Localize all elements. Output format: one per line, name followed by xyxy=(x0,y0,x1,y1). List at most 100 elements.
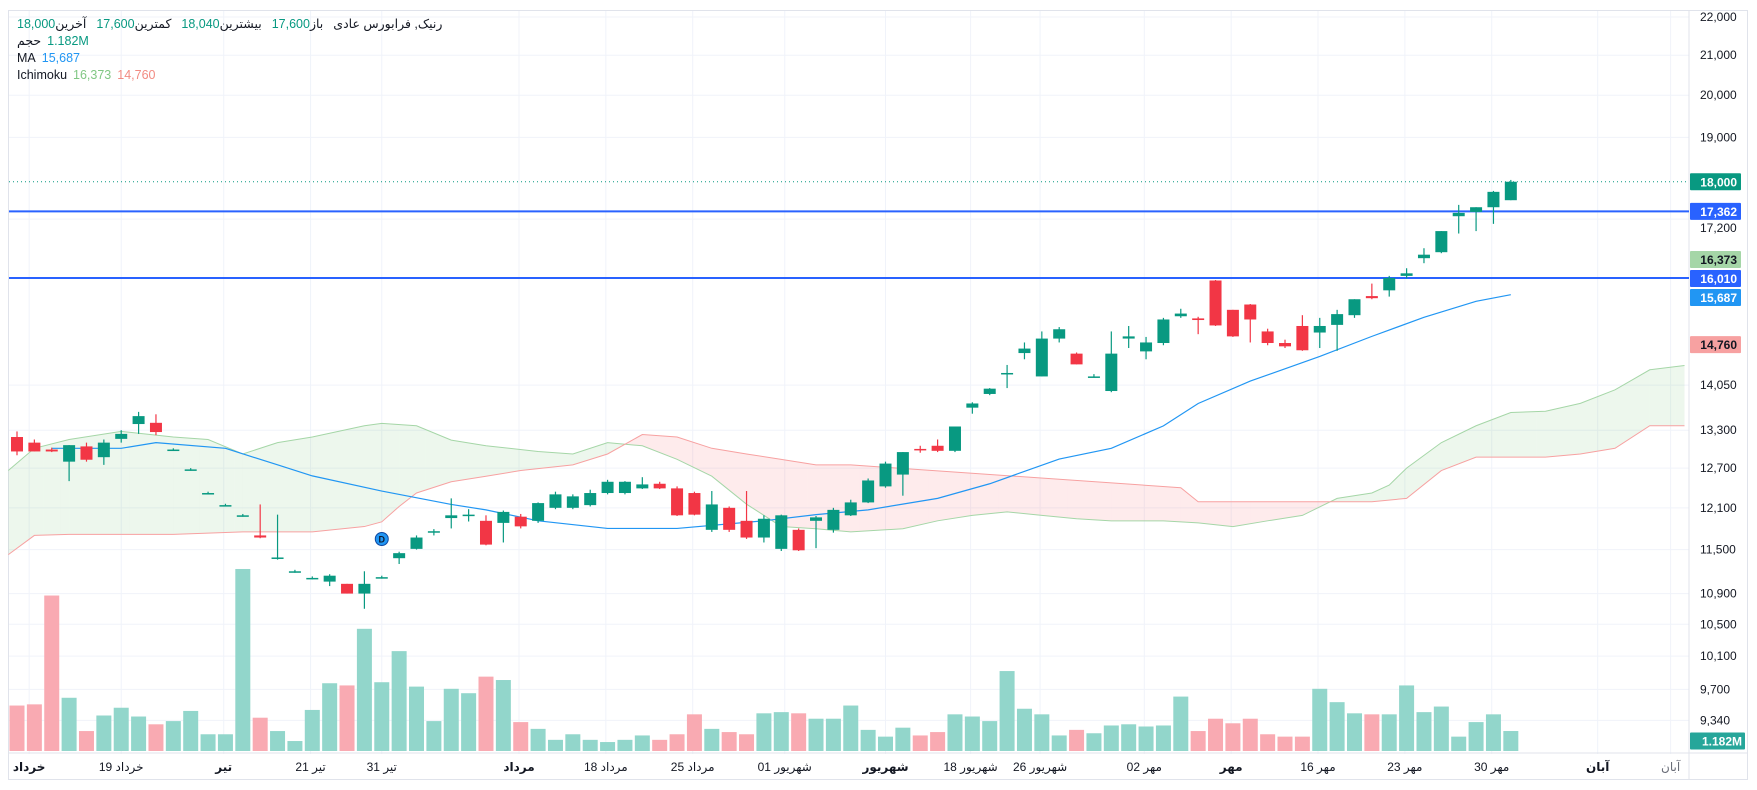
ichimoku-cloud-segment xyxy=(1041,478,1051,517)
ichimoku-cloud-segment xyxy=(303,437,313,532)
candle-body xyxy=(132,416,145,425)
ichimoku-cloud-segment xyxy=(746,453,756,510)
candle-body xyxy=(1053,329,1066,339)
volume-bar xyxy=(148,724,164,751)
ichimoku-cloud-segment xyxy=(225,446,235,533)
candle-body xyxy=(1157,319,1170,344)
time-axis-label: 26 شهریور xyxy=(1013,760,1067,775)
ichimoku-cloud-segment xyxy=(25,448,35,542)
ichimoku-cloud-segment xyxy=(981,473,990,515)
ichimoku-cloud-segment xyxy=(121,431,130,535)
volume-bar xyxy=(1121,724,1137,751)
candle-body xyxy=(653,483,666,489)
ichimoku-cloud-segment xyxy=(1667,366,1676,426)
volume-bar xyxy=(1190,731,1206,751)
volume-bar xyxy=(1173,696,1189,751)
volume-legend[interactable]: حجم 1.182M xyxy=(17,33,442,50)
ichimoku-legend[interactable]: Ichimoku 16,373 14,760 xyxy=(17,67,442,84)
price-label-bg xyxy=(1690,289,1741,307)
candle-body xyxy=(705,504,718,530)
ichimoku-cloud-segment xyxy=(668,436,678,460)
candle-body xyxy=(827,509,840,530)
price-label: 16,373 xyxy=(1700,253,1737,267)
ichimoku-cloud-segment xyxy=(1154,485,1164,521)
ichimoku-cloud-segment xyxy=(364,424,374,527)
ma-legend[interactable]: MA 15,687 xyxy=(17,50,442,67)
time-axis-label: 16 مهر xyxy=(1300,760,1335,775)
price-tick-label: 9,340 xyxy=(1700,713,1730,727)
candle-body xyxy=(1035,338,1048,377)
candle-body xyxy=(97,442,110,458)
ichimoku-cloud-segment xyxy=(946,471,955,520)
price-label-bg xyxy=(1690,202,1741,220)
candle-body xyxy=(671,488,684,516)
ichimoku-cloud-segment xyxy=(633,434,643,446)
ichimoku-cloud-segment xyxy=(1432,442,1442,478)
volume-bar xyxy=(113,707,129,751)
volume-bar xyxy=(912,735,928,751)
price-label-bg xyxy=(1690,251,1741,269)
ichimoku-cloud-segment xyxy=(1354,494,1364,502)
volume-bar xyxy=(600,742,616,751)
candle-body xyxy=(844,502,857,516)
candle-body xyxy=(254,535,267,538)
ichimoku-cloud-segment xyxy=(164,436,174,535)
volume-bar xyxy=(1329,702,1345,751)
ichimoku-cloud-segment xyxy=(1658,367,1668,426)
ichimoku-cloud-segment xyxy=(1397,468,1407,500)
volume-bar xyxy=(704,728,720,751)
volume-label: حجم xyxy=(17,34,42,48)
ichimoku-cloud-segment xyxy=(1380,485,1390,501)
candle-body xyxy=(584,493,597,506)
volume-bar xyxy=(739,734,755,751)
price-tick-label: 13,300 xyxy=(1700,423,1737,437)
candle-body xyxy=(1383,277,1396,291)
ichimoku-cloud-segment xyxy=(1093,481,1103,521)
candle-body xyxy=(393,553,406,559)
volume-bar xyxy=(183,710,199,751)
volume-bar xyxy=(322,683,338,751)
ichimoku-cloud-segment xyxy=(190,438,200,534)
volume-bar xyxy=(999,671,1015,751)
ichimoku-cloud-segment xyxy=(1250,501,1259,524)
volume-bar xyxy=(304,709,320,751)
ichimoku-cloud-segment xyxy=(694,442,704,472)
ichimoku-cloud-segment xyxy=(320,433,330,532)
ichimoku-cloud-segment xyxy=(659,435,669,456)
ichimoku-cloud-segment xyxy=(1232,501,1242,527)
volume-bar xyxy=(530,728,546,751)
volume-bar xyxy=(1381,714,1397,751)
candle-body xyxy=(1087,376,1100,378)
ichimoku-cloud-segment xyxy=(755,455,764,516)
price-tick-label: 17,200 xyxy=(1700,221,1737,235)
volume-value: 1.182M xyxy=(47,34,89,48)
volume-bar xyxy=(443,688,459,751)
ma-label: MA xyxy=(17,51,36,65)
volume-bar xyxy=(1138,726,1154,751)
ichimoku-cloud-segment xyxy=(433,432,443,488)
volume-bar xyxy=(409,686,425,751)
ichimoku-cloud-segment xyxy=(268,442,278,532)
ichimoku-cloud-segment xyxy=(928,470,938,523)
ichimoku-cloud-segment xyxy=(1389,476,1398,501)
candle-body xyxy=(1331,314,1344,325)
volume-bar xyxy=(773,712,789,751)
ichimoku-cloud-segment xyxy=(399,424,408,507)
price-tick-label: 20,000 xyxy=(1700,88,1737,102)
volume-bar xyxy=(217,734,233,751)
ichimoku-cloud-segment xyxy=(651,435,660,453)
candle-body xyxy=(1417,254,1430,259)
ichimoku-cloud-segment xyxy=(963,472,973,517)
candle-body xyxy=(1018,348,1031,354)
high-value: 18,040 xyxy=(181,17,220,31)
time-axis-label: شهریور xyxy=(861,760,908,775)
volume-bar xyxy=(947,714,963,751)
ichimoku-cloud-segment xyxy=(1476,422,1485,458)
ichimoku-cloud-segment xyxy=(86,435,96,535)
price-label: 16,010 xyxy=(1700,272,1737,286)
ichimoku-cloud-segment xyxy=(1007,475,1016,513)
price-label: 18,000 xyxy=(1700,175,1737,189)
ichimoku-cloud-segment xyxy=(60,439,70,535)
ichimoku-cloud-segment xyxy=(1580,399,1589,454)
